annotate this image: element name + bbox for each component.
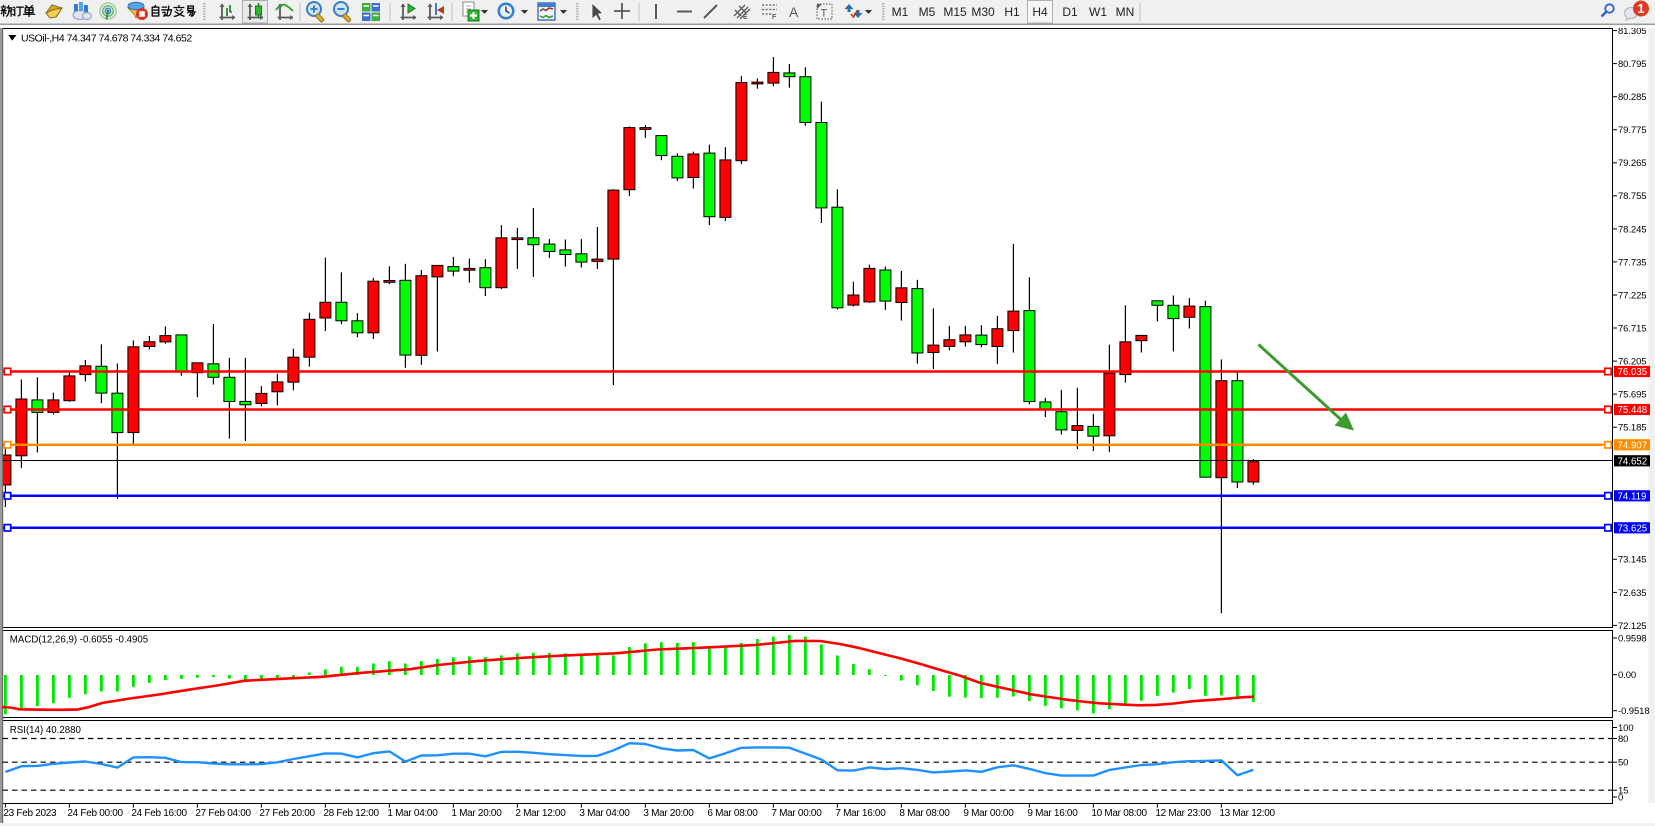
svg-text:80.795: 80.795 [1618, 59, 1646, 70]
svg-text:0: 0 [1618, 792, 1623, 803]
svg-text:RSI(14) 40.2880: RSI(14) 40.2880 [10, 725, 82, 736]
svg-text:76.035: 76.035 [1618, 367, 1648, 378]
svg-text:72.125: 72.125 [1618, 621, 1646, 632]
svg-text:72.635: 72.635 [1618, 588, 1646, 599]
svg-text:100: 100 [1618, 723, 1634, 734]
svg-text:15: 15 [1618, 786, 1628, 797]
svg-text:76.205: 76.205 [1618, 357, 1646, 368]
svg-text:M15: M15 [943, 5, 967, 19]
svg-text:1: 1 [1638, 2, 1645, 16]
svg-text:77.735: 77.735 [1618, 257, 1646, 268]
svg-text:27 Feb 04:00: 27 Feb 04:00 [195, 808, 251, 819]
svg-text:9 Mar 16:00: 9 Mar 16:00 [1027, 808, 1078, 819]
svg-text:79.775: 79.775 [1618, 125, 1646, 136]
svg-text:12 Mar 23:00: 12 Mar 23:00 [1155, 808, 1211, 819]
svg-text:M1: M1 [892, 5, 909, 19]
svg-text:1 Mar 20:00: 1 Mar 20:00 [451, 808, 502, 819]
svg-text:78.245: 78.245 [1618, 224, 1646, 235]
svg-text:73.145: 73.145 [1618, 555, 1646, 566]
svg-text:E: E [743, 14, 748, 21]
svg-text:75.695: 75.695 [1618, 390, 1646, 401]
svg-text:24 Feb 16:00: 24 Feb 16:00 [131, 808, 187, 819]
svg-text:78.755: 78.755 [1618, 191, 1646, 202]
svg-text:M5: M5 [919, 5, 936, 19]
svg-text:50: 50 [1618, 758, 1628, 769]
svg-text:7 Mar 16:00: 7 Mar 16:00 [835, 808, 886, 819]
svg-text:6 Mar 08:00: 6 Mar 08:00 [707, 808, 758, 819]
svg-text:3 Mar 20:00: 3 Mar 20:00 [643, 808, 694, 819]
svg-text:13 Mar 12:00: 13 Mar 12:00 [1219, 808, 1275, 819]
svg-text:8 Mar 08:00: 8 Mar 08:00 [899, 808, 950, 819]
svg-text:2 Mar 12:00: 2 Mar 12:00 [515, 808, 566, 819]
svg-text:74.907: 74.907 [1618, 440, 1648, 451]
svg-text:77.225: 77.225 [1618, 290, 1646, 301]
svg-text:73.625: 73.625 [1618, 523, 1648, 534]
svg-text:24 Feb 00:00: 24 Feb 00:00 [67, 808, 123, 819]
svg-text:0.00: 0.00 [1618, 670, 1636, 681]
svg-text:79.265: 79.265 [1618, 158, 1646, 169]
svg-text:27 Feb 20:00: 27 Feb 20:00 [259, 808, 315, 819]
svg-text:28 Feb 12:00: 28 Feb 12:00 [323, 808, 379, 819]
svg-text:USOil-,H4 74.347 74.678 74.33: USOil-,H4 74.347 74.678 74.334 74.652 [21, 33, 192, 45]
svg-text:9 Mar 00:00: 9 Mar 00:00 [963, 808, 1014, 819]
svg-text:0.9598: 0.9598 [1618, 633, 1646, 644]
svg-text:H4: H4 [1032, 5, 1048, 19]
svg-text:MACD(12,26,9) -0.6055 -0.4905: MACD(12,26,9) -0.6055 -0.4905 [10, 634, 148, 645]
svg-text:75.185: 75.185 [1618, 423, 1646, 434]
svg-text:80.285: 80.285 [1618, 92, 1646, 103]
svg-text:23 Feb 2023: 23 Feb 2023 [3, 808, 57, 819]
svg-text:10 Mar 08:00: 10 Mar 08:00 [1091, 808, 1147, 819]
svg-text:75.448: 75.448 [1618, 405, 1648, 416]
svg-text:F: F [772, 14, 777, 21]
svg-text:7 Mar 00:00: 7 Mar 00:00 [771, 808, 822, 819]
svg-text:T: T [821, 8, 828, 20]
svg-text:74.119: 74.119 [1618, 491, 1647, 502]
svg-text:-0.9518: -0.9518 [1618, 706, 1650, 717]
svg-text:1 Mar 04:00: 1 Mar 04:00 [387, 808, 438, 819]
svg-text:80: 80 [1618, 734, 1628, 745]
svg-text:A: A [789, 4, 799, 20]
svg-text:D1: D1 [1062, 5, 1078, 19]
svg-text:MN: MN [1116, 5, 1135, 19]
svg-text:3 Mar 04:00: 3 Mar 04:00 [579, 808, 630, 819]
svg-text:H1: H1 [1004, 5, 1020, 19]
svg-text:81.305: 81.305 [1618, 26, 1646, 37]
svg-text:W1: W1 [1089, 5, 1107, 19]
svg-text:74.652: 74.652 [1618, 456, 1648, 467]
svg-text:76.715: 76.715 [1618, 323, 1646, 334]
svg-text:M30: M30 [971, 5, 995, 19]
